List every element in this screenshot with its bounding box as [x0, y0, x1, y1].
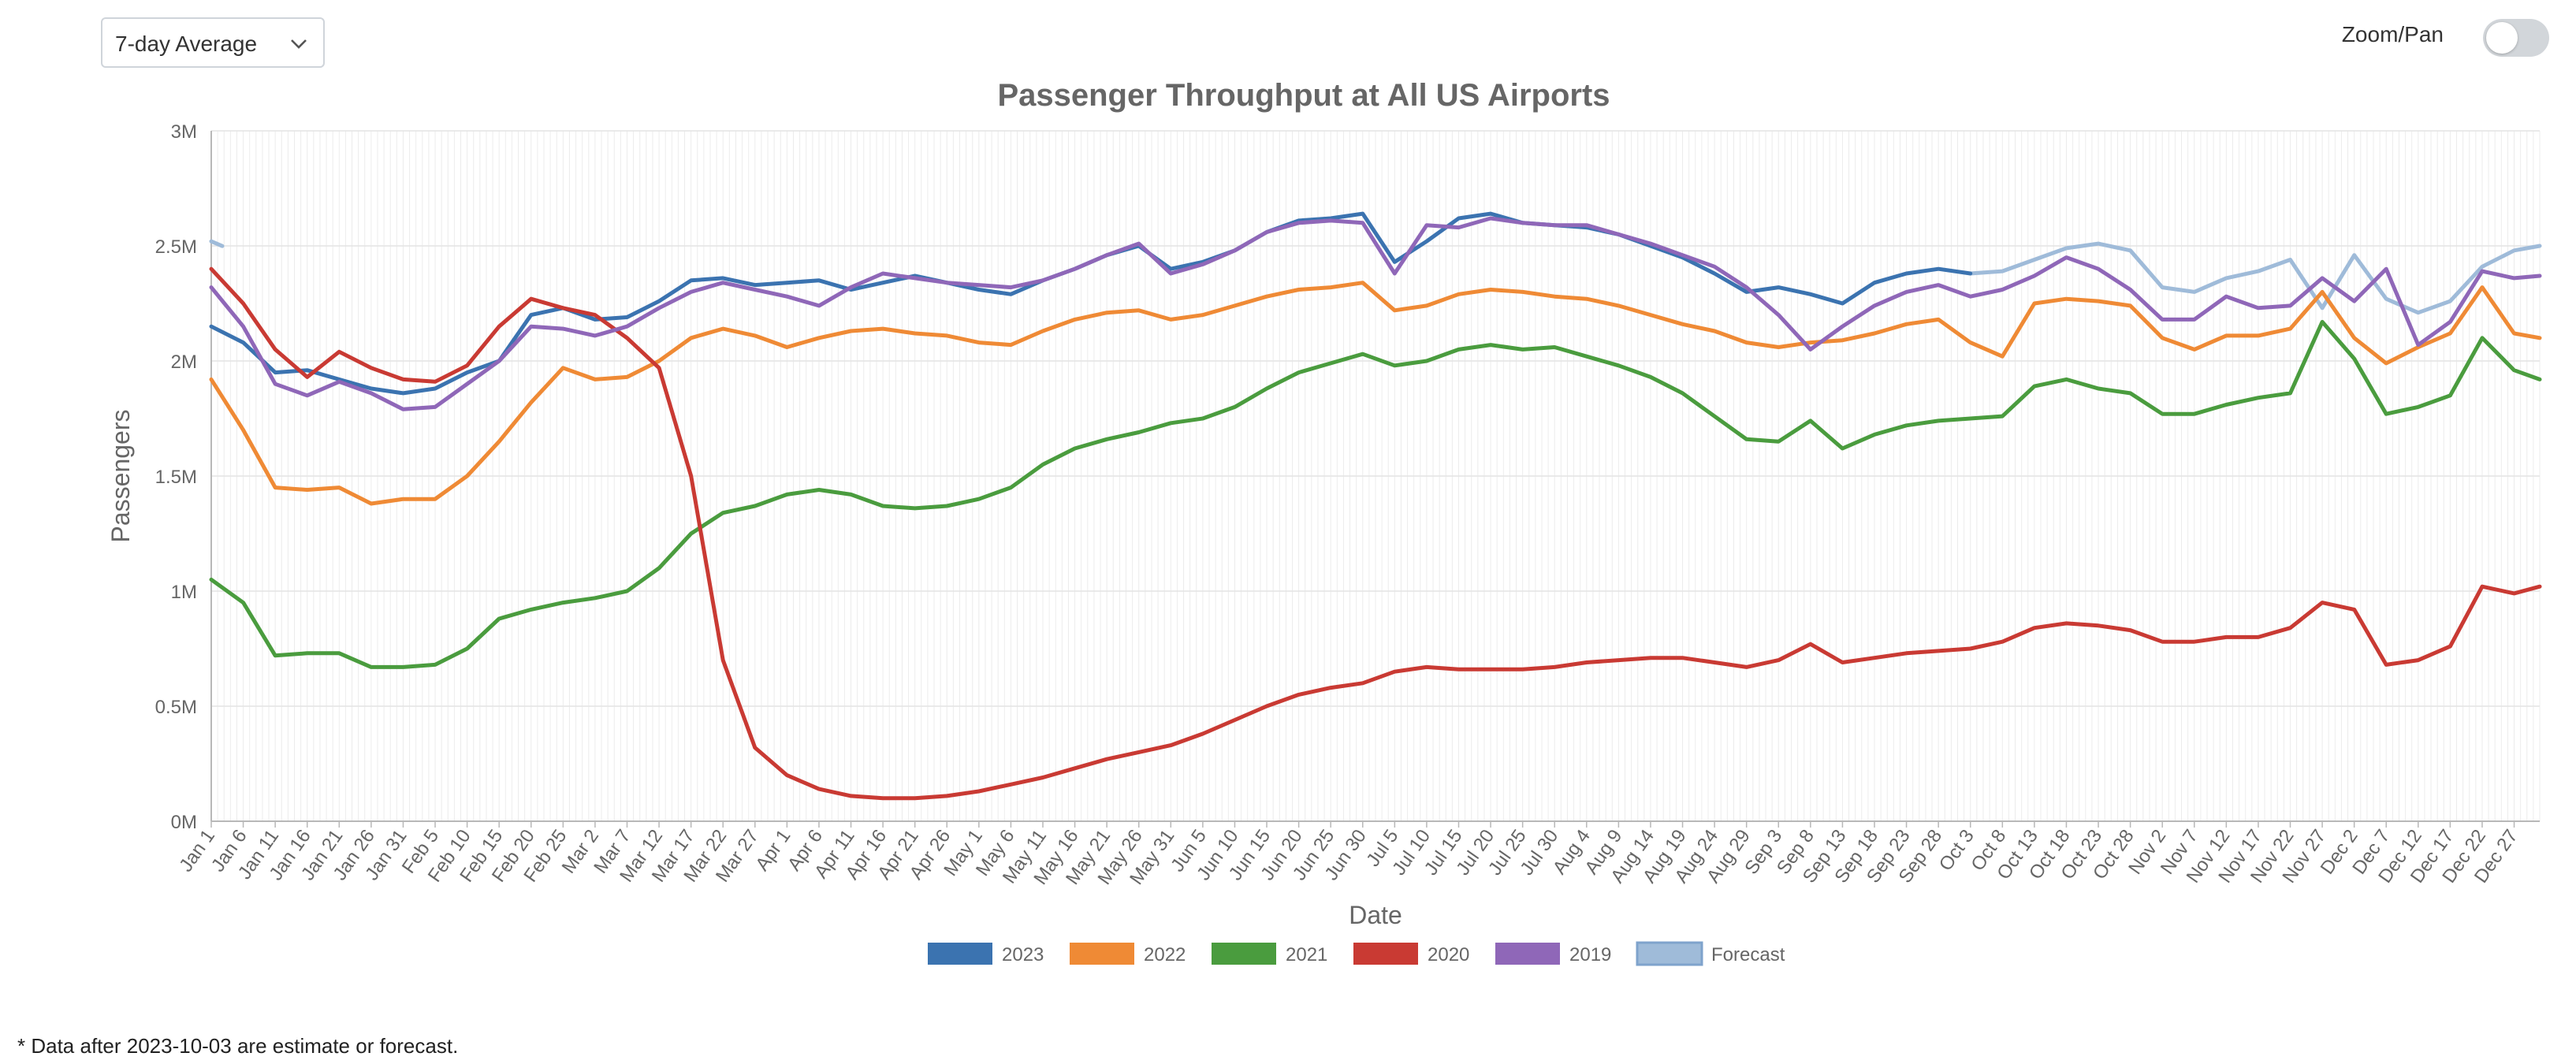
- legend-swatch: [1353, 943, 1418, 965]
- legend-item-2023[interactable]: 2023: [928, 943, 1044, 965]
- y-tick-label: 1.5M: [155, 467, 197, 488]
- legend-label: 2020: [1428, 944, 1469, 965]
- x-tick-label: Apr 1: [751, 826, 795, 875]
- legend-swatch: [1495, 943, 1560, 965]
- series-line-2022: [209, 281, 2542, 506]
- series-line-2019: [209, 216, 2542, 411]
- legend-label: Forecast: [1711, 944, 1785, 965]
- chevron-down-icon: [291, 39, 307, 49]
- zoom-pan-label: Zoom/Pan: [2341, 22, 2444, 47]
- legend-item-2021[interactable]: 2021: [1212, 943, 1327, 965]
- y-axis-label: Passengers: [106, 410, 135, 543]
- throughput-chart: Passenger Throughput at All US Airports …: [106, 78, 2542, 966]
- legend-item-2022[interactable]: 2022: [1070, 943, 1186, 965]
- x-axis-label: Date: [1349, 901, 1402, 929]
- aggregation-dropdown-value: 7-day Average: [115, 32, 258, 56]
- zoom-pan-toggle[interactable]: [2483, 19, 2549, 57]
- legend-swatch: [1212, 943, 1276, 965]
- y-tick-label: 0M: [171, 812, 197, 833]
- y-tick-label: 2.5M: [155, 236, 197, 258]
- legend-label: 2023: [1002, 944, 1044, 965]
- legend-label: 2022: [1144, 944, 1186, 965]
- legend: 2023 2022 2021 2020 2019 Forecast: [928, 941, 1785, 966]
- forecast-footnote: * Data after 2023-10-03 are estimate or …: [17, 1034, 459, 1058]
- series-line-forecast: [209, 239, 2542, 315]
- legend-label: 2019: [1569, 944, 1611, 965]
- legend-item-2019[interactable]: 2019: [1495, 943, 1611, 965]
- legend-label: 2021: [1286, 944, 1327, 965]
- legend-item-forecast[interactable]: Forecast: [1636, 941, 1785, 966]
- aggregation-dropdown[interactable]: 7-day Average: [101, 17, 325, 68]
- chart-title: Passenger Throughput at All US Airports: [997, 78, 1610, 113]
- legend-swatch: [1070, 943, 1134, 965]
- series-lines: [209, 211, 2542, 801]
- legend-swatch: [1636, 941, 1703, 966]
- series-line-2023: [209, 211, 1973, 396]
- y-tick-label: 1M: [171, 582, 197, 603]
- series-line-2020: [209, 266, 2542, 801]
- y-axis-ticks: 0M 0.5M 1M 1.5M 2M 2.5M 3M: [155, 121, 197, 833]
- y-tick-label: 2M: [171, 352, 197, 373]
- toggle-knob: [2486, 22, 2518, 54]
- y-tick-label: 3M: [171, 121, 197, 143]
- series-line-2021: [209, 319, 2542, 669]
- x-tick-label: Oct 3: [1935, 826, 1979, 875]
- legend-item-2020[interactable]: 2020: [1353, 943, 1469, 965]
- legend-swatch: [928, 943, 992, 965]
- y-tick-label: 0.5M: [155, 697, 197, 718]
